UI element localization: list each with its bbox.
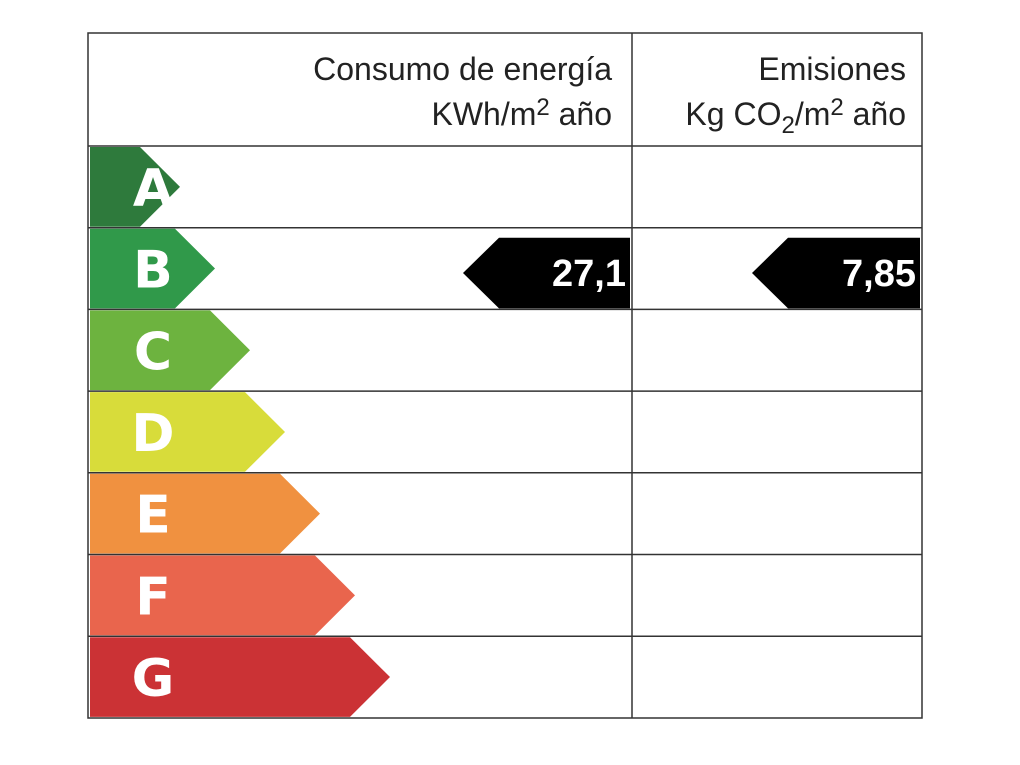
class-arrow bbox=[90, 147, 180, 227]
class-letter: E bbox=[135, 486, 171, 546]
class-arrow bbox=[90, 228, 215, 309]
class-arrow bbox=[90, 637, 390, 717]
class-letter: A bbox=[133, 159, 173, 219]
unit-sub: 2 bbox=[781, 112, 794, 139]
unit-part: /m bbox=[795, 96, 831, 132]
emissions-title: Emisiones bbox=[758, 51, 906, 87]
class-letter: D bbox=[131, 404, 174, 464]
rating-value: 7,85 bbox=[842, 253, 916, 295]
emissions-unit: Kg CO2/m2 año bbox=[685, 94, 906, 139]
class-arrow bbox=[90, 473, 320, 554]
unit-part: año bbox=[550, 96, 612, 132]
class-arrow bbox=[90, 555, 355, 636]
class-letter: F bbox=[135, 567, 171, 627]
class-arrow bbox=[90, 310, 250, 391]
unit-part: año bbox=[844, 96, 906, 132]
rating-pointer bbox=[752, 237, 920, 309]
class-letter: C bbox=[134, 322, 172, 382]
unit-sup: 2 bbox=[536, 94, 549, 121]
class-letter: B bbox=[133, 241, 173, 301]
unit-part: KWh/m bbox=[431, 96, 536, 132]
consumption-unit: KWh/m2 año bbox=[431, 94, 612, 132]
unit-part: Kg CO bbox=[685, 96, 781, 132]
unit-sup: 2 bbox=[830, 94, 843, 121]
frame bbox=[87, 32, 923, 719]
class-letter: G bbox=[132, 649, 175, 709]
class-arrow bbox=[90, 392, 285, 472]
rating-value: 27,1 bbox=[552, 253, 626, 295]
rating-pointer bbox=[463, 237, 630, 309]
consumption-title: Consumo de energía bbox=[313, 51, 612, 87]
